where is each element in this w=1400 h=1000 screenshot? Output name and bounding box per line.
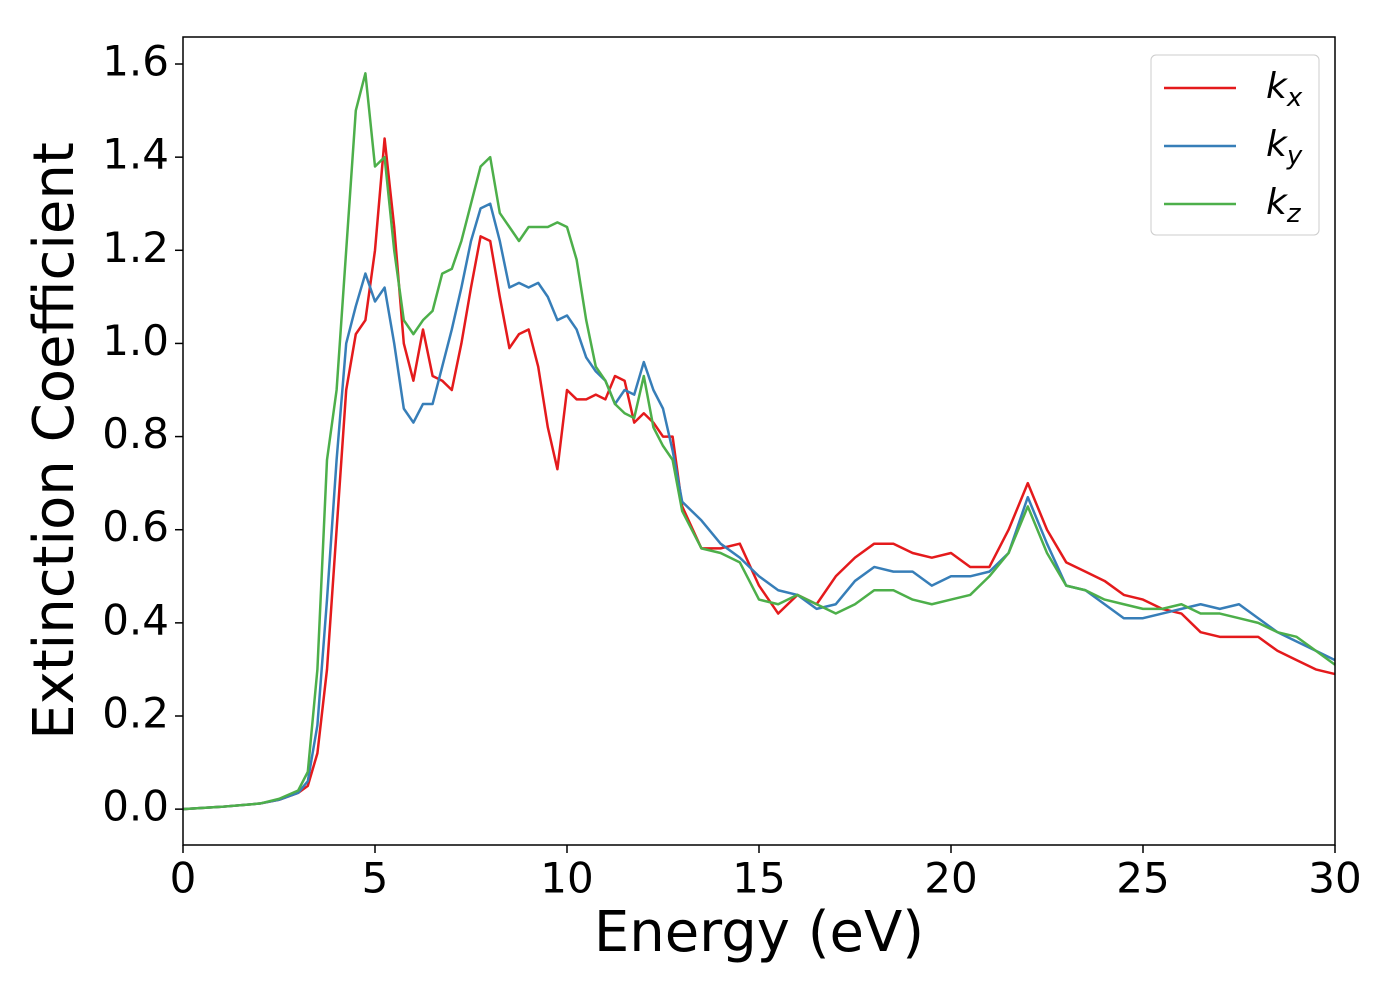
- x-tick-label: 30: [1308, 854, 1361, 903]
- legend-label-base: k: [1266, 182, 1289, 223]
- legend-label-sub: y: [1286, 141, 1303, 171]
- legend-label-base: k: [1266, 124, 1289, 165]
- y-tick-label: 0.6: [102, 502, 169, 551]
- x-axis-label: Energy (eV): [594, 900, 924, 965]
- y-tick-label: 0.2: [102, 688, 169, 737]
- x-tick-label: 0: [170, 854, 197, 903]
- y-tick-label: 0.0: [102, 782, 169, 831]
- series-line: [182, 72, 1336, 811]
- y-axis-label: Extinction Coefficient: [22, 142, 87, 740]
- legend-label: kz: [1266, 182, 1302, 229]
- y-tick-label: 1.0: [102, 316, 169, 365]
- y-tick-label: 1.2: [102, 223, 169, 272]
- series-line: [182, 202, 1336, 811]
- x-tick-label: 15: [732, 854, 785, 903]
- legend-label-base: k: [1266, 66, 1289, 107]
- x-tick-label: 25: [1116, 854, 1169, 903]
- legend-label-sub: x: [1286, 83, 1303, 113]
- legend-label: kx: [1266, 66, 1303, 113]
- y-tick-label: 0.8: [102, 409, 169, 458]
- x-tick-label: 10: [540, 854, 593, 903]
- plot-frame: [182, 36, 1336, 846]
- x-tick-label: 20: [924, 854, 977, 903]
- y-tick-label: 1.4: [102, 130, 169, 179]
- x-tick-label: 5: [362, 854, 389, 903]
- series-line: [182, 137, 1336, 811]
- y-tick-label: 0.4: [102, 595, 169, 644]
- legend-label-sub: z: [1286, 199, 1302, 229]
- legend-label: ky: [1266, 124, 1303, 171]
- y-tick-label: 1.6: [102, 37, 169, 86]
